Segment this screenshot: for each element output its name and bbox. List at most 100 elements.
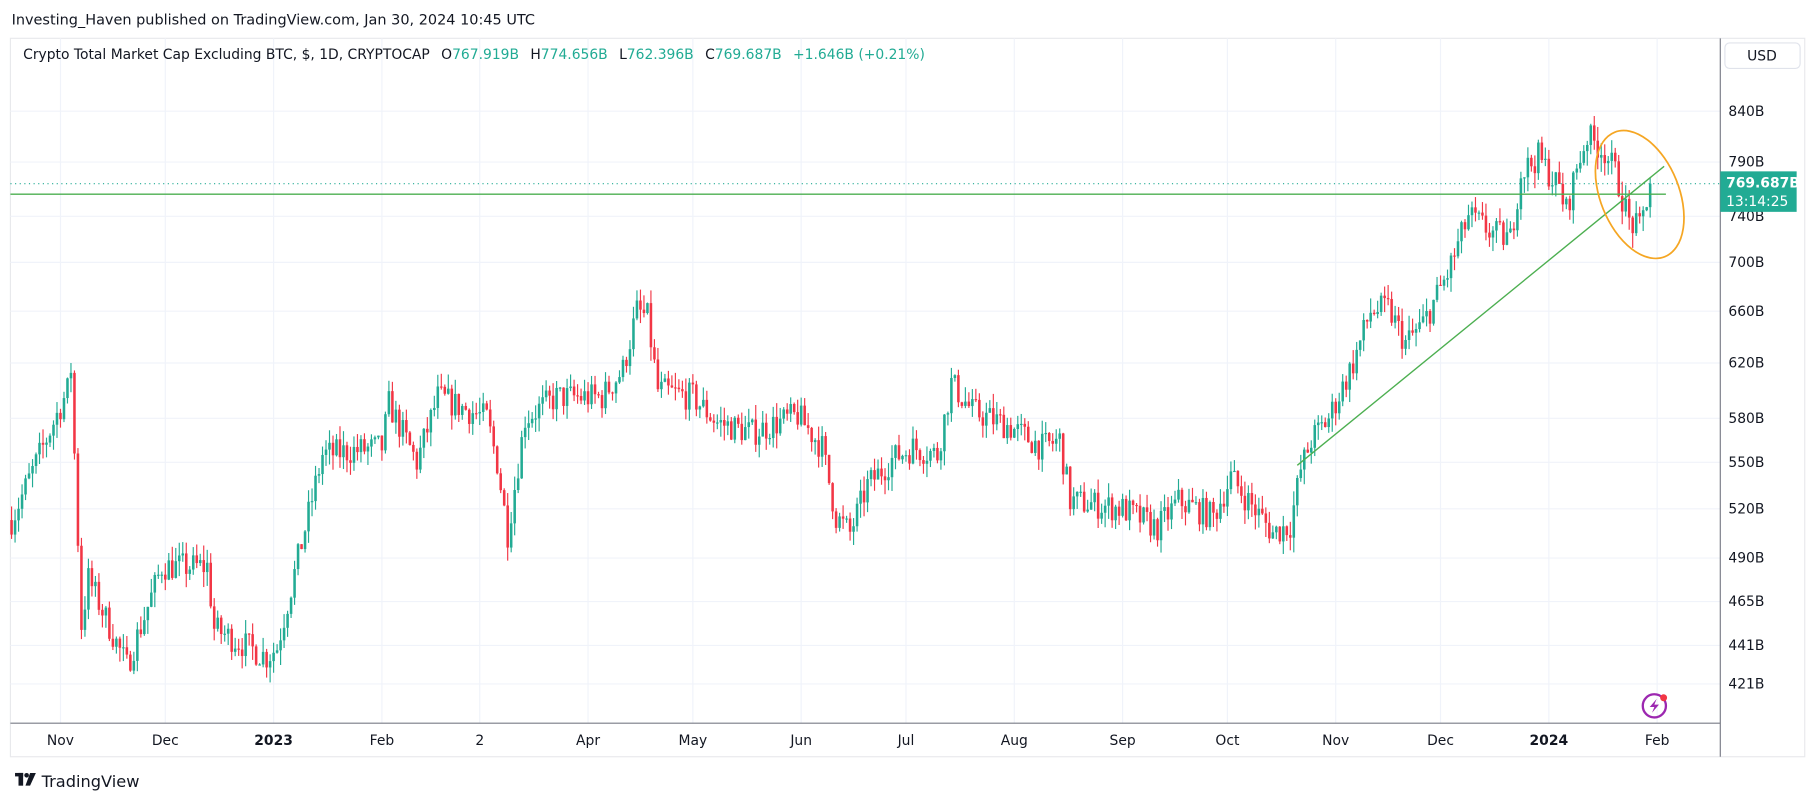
candle xyxy=(1362,313,1365,352)
candle xyxy=(625,356,628,373)
trendline[interactable] xyxy=(1296,165,1665,466)
candle-body xyxy=(1275,526,1278,533)
candle xyxy=(1425,298,1428,327)
candle xyxy=(1250,482,1254,517)
tradingview-logo-icon[interactable] xyxy=(15,772,36,786)
candle-body xyxy=(516,478,520,491)
candle-body xyxy=(901,455,904,460)
candle xyxy=(583,379,586,405)
candle-body xyxy=(1233,470,1236,473)
candle xyxy=(1159,501,1163,553)
candle-body xyxy=(698,406,702,410)
y-tick-label: 421B xyxy=(1728,677,1764,693)
candle-body xyxy=(873,470,876,480)
candle xyxy=(523,416,527,449)
candle-body xyxy=(1145,507,1149,512)
candle xyxy=(1023,418,1027,441)
candle-body xyxy=(1551,185,1554,187)
candle-body xyxy=(377,435,380,438)
candle-body xyxy=(1463,222,1467,230)
candle xyxy=(258,663,261,666)
candle xyxy=(737,414,740,428)
time-axis[interactable]: Nov Dec 2023 Feb 2 Apr May Jun Jul Aug Sep Oct Nov De… xyxy=(47,733,1670,749)
candle xyxy=(1558,161,1561,184)
candle xyxy=(1184,500,1187,526)
candle xyxy=(513,476,516,536)
candle xyxy=(1054,429,1058,452)
candle xyxy=(740,412,744,445)
candle-body xyxy=(1093,492,1096,503)
candle-body xyxy=(20,494,24,509)
candle xyxy=(901,454,904,464)
candle-body xyxy=(576,395,579,397)
candle-body xyxy=(1086,509,1089,512)
candle-body xyxy=(1124,498,1128,521)
candle xyxy=(328,430,331,465)
lightning-alert-icon[interactable] xyxy=(1641,693,1668,719)
candle-body xyxy=(426,428,429,433)
candle-body xyxy=(467,409,471,424)
price-axis[interactable]: 840B 790B 740B 700B 660B 620B 580B 550B 520B 490B… xyxy=(1728,104,1764,693)
candle xyxy=(932,443,936,458)
candle-body xyxy=(869,470,873,480)
x-tick-label: Aug xyxy=(1001,733,1028,749)
candle xyxy=(618,370,621,384)
candle-body xyxy=(1128,500,1131,521)
candle-body xyxy=(1470,207,1474,216)
candle-body xyxy=(1292,505,1296,538)
candle-body xyxy=(1309,447,1313,453)
candle xyxy=(1254,494,1257,530)
candle xyxy=(611,391,614,401)
candle-body xyxy=(635,300,639,319)
candle-body xyxy=(1068,466,1072,510)
currency-button[interactable]: USD xyxy=(1724,42,1801,69)
candle xyxy=(607,375,611,395)
candle xyxy=(478,397,482,426)
candle-body xyxy=(331,442,335,456)
candle xyxy=(1327,413,1331,433)
candle xyxy=(1586,140,1589,166)
candle-body xyxy=(660,381,663,390)
candle xyxy=(335,433,338,457)
x-tick-label: Feb xyxy=(370,733,395,749)
candle-body xyxy=(247,633,251,635)
candle-body xyxy=(1264,513,1268,523)
candle-body xyxy=(838,516,841,528)
candle xyxy=(957,369,960,408)
candle-body xyxy=(761,422,765,437)
candle xyxy=(688,378,691,421)
candle-body xyxy=(1065,466,1068,475)
candle-body xyxy=(1477,212,1481,214)
candle-body xyxy=(335,439,338,456)
candle-body xyxy=(265,651,268,668)
candle-body xyxy=(293,569,296,598)
candle-body xyxy=(342,445,345,458)
candle-body xyxy=(1414,329,1418,333)
candle xyxy=(198,553,202,567)
highlight-ellipse[interactable] xyxy=(1578,118,1701,272)
candle-body xyxy=(1117,506,1121,516)
publish-info: Investing_Haven published on TradingView… xyxy=(12,12,535,28)
candle-body xyxy=(534,418,537,420)
candle-body xyxy=(132,660,136,671)
candle xyxy=(1128,489,1131,531)
tradingview-brand[interactable]: TradingView xyxy=(41,772,140,791)
candle xyxy=(171,546,174,580)
candle-body xyxy=(1592,125,1596,141)
candle-body xyxy=(709,417,712,421)
candle-body xyxy=(1575,168,1579,173)
candle-body xyxy=(925,460,929,464)
candle-body xyxy=(1568,198,1572,211)
candle xyxy=(1498,208,1502,226)
candle-body xyxy=(911,438,915,464)
candle-body xyxy=(181,553,185,556)
candle-body xyxy=(1016,424,1020,429)
candle xyxy=(1233,460,1236,473)
candle xyxy=(1582,145,1586,166)
candle xyxy=(254,644,258,666)
candle-body xyxy=(1212,502,1215,513)
candle xyxy=(1523,177,1526,193)
candle-body xyxy=(1149,511,1152,536)
candle-body xyxy=(1114,506,1117,521)
y-tick-label: 740B xyxy=(1728,209,1764,225)
